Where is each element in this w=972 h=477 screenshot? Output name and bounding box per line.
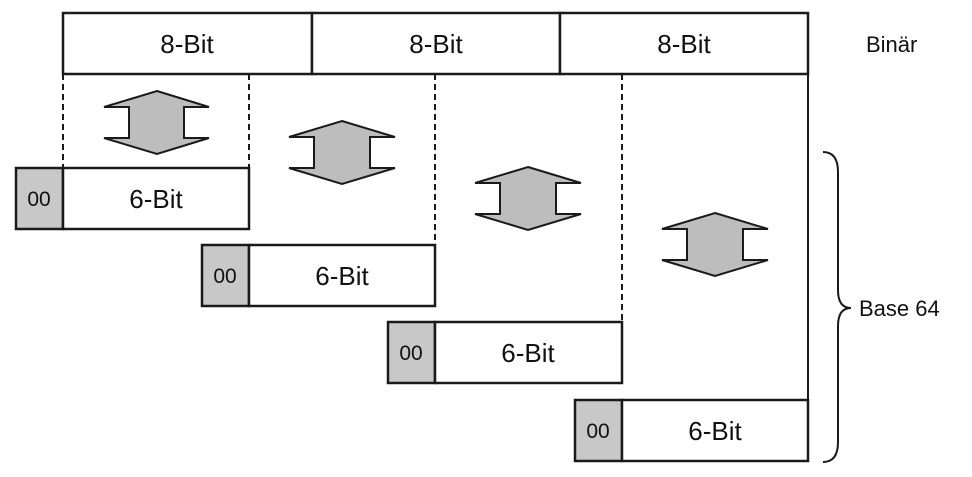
base64-label: Base 64	[859, 296, 940, 321]
six-bit-label-3: 6-Bit	[501, 338, 555, 368]
padding-label-3: 00	[399, 342, 422, 365]
base64-brace-icon	[822, 151, 852, 463]
binary-byte-box-3	[558, 11, 810, 76]
six-bit-label-4: 6-Bit	[688, 416, 742, 446]
base64-group-2: 00 6-Bit	[200, 243, 437, 308]
padding-label-2: 00	[213, 265, 236, 288]
binary-row: 8-Bit 8-Bit 8-Bit	[61, 11, 810, 76]
binary-label: Binär	[866, 32, 917, 57]
six-bit-label-1: 6-Bit	[129, 184, 183, 214]
binary-byte-box-1	[61, 11, 314, 76]
base64-group-3: 00 6-Bit	[386, 320, 624, 385]
conversion-arrow-4-icon	[661, 211, 769, 278]
base64-group-1: 00 6-Bit	[14, 166, 251, 231]
binary-byte-label-3: 8-Bit	[657, 29, 711, 59]
six-bit-box-3	[433, 320, 624, 385]
conversion-arrow-2-icon	[288, 119, 396, 186]
padding-label-1: 00	[27, 188, 50, 211]
binary-byte-box-2	[310, 11, 562, 76]
bit-boundary-lines	[62, 74, 809, 400]
conversion-arrow-1-icon	[103, 89, 210, 156]
conversion-arrows	[103, 89, 769, 278]
six-bit-label-2: 6-Bit	[315, 261, 369, 291]
binary-byte-label-1: 8-Bit	[160, 29, 214, 59]
six-bit-box-2	[247, 243, 437, 308]
conversion-arrow-3-icon	[474, 165, 582, 232]
six-bit-box-4	[620, 398, 810, 463]
padding-label-4: 00	[586, 420, 609, 443]
binary-byte-label-2: 8-Bit	[409, 29, 463, 59]
base64-group-4: 00 6-Bit	[573, 398, 810, 463]
six-bit-box-1	[61, 166, 251, 231]
